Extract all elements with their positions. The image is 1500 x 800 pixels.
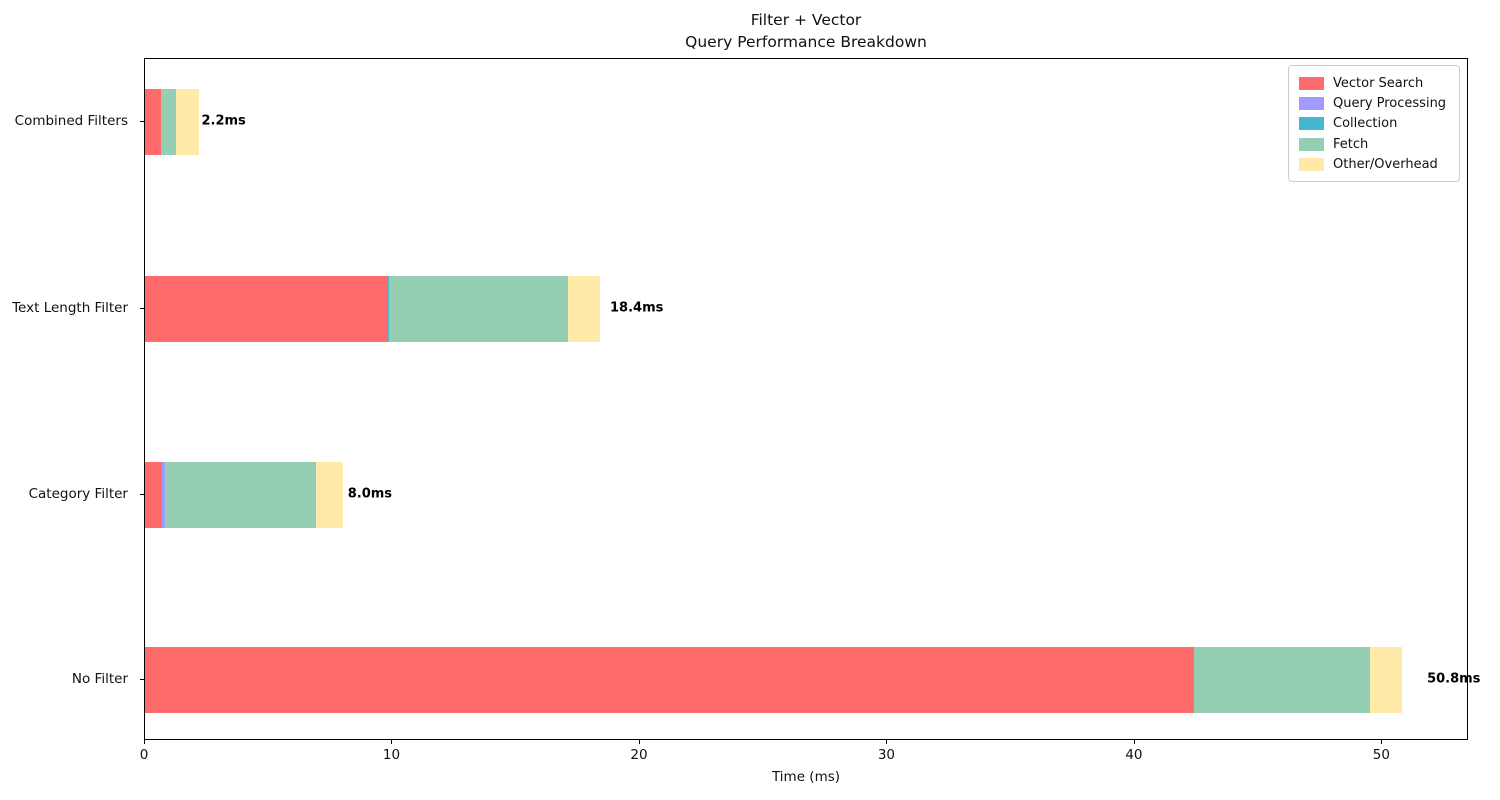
x-tick-label: 30 [877,747,896,763]
bar-total-label: 8.0ms [347,486,393,502]
bar-segment-vector-search [145,275,388,342]
bar-segment-fetch [1194,646,1370,713]
x-tick-label: 40 [1125,747,1143,763]
bar-total-label: 50.8ms [1427,671,1481,686]
legend-label: Fetch [1333,136,1369,152]
y-tick-label: Text Length Filter [12,299,128,316]
legend-item: Collection [1299,114,1449,134]
y-tick-label: Combined Filters [14,113,128,129]
bar-segment-fetch [161,89,176,155]
x-axis-label: Time (ms) [771,769,841,785]
bar-row [145,275,1467,342]
legend-item: Vector Search [1299,73,1449,93]
x-tick-label: 0 [139,747,149,763]
bar-segment-other-overhead [1370,646,1403,713]
bar-row [145,646,1467,713]
bar-segment-other-overhead [568,275,601,342]
bar-segment-vector-search [145,89,162,155]
bar-segment-vector-search [145,462,163,528]
y-tick-label: Category Filter [28,486,128,502]
bar-row [145,462,1467,528]
bar-segment-fetch [388,275,569,342]
bar-segment-fetch [164,462,316,528]
plot-area [144,58,1468,740]
y-tick-mark [140,678,144,680]
legend-swatch-icon [1299,137,1324,151]
chart-title: Filter + Vector Query Performance Breakd… [144,9,1468,53]
bar-segment-other-overhead [175,89,200,155]
legend-item: Other/Overhead [1299,155,1449,175]
legend-item: Fetch [1299,134,1449,154]
y-tick-mark [140,494,144,495]
bar-segment-other-overhead [315,462,343,528]
legend-swatch-icon [1299,97,1324,111]
bar-segment-collection [387,275,389,342]
x-tick-mark [886,740,888,744]
y-tick-mark [140,121,144,122]
bar-total-label: 2.2ms [201,113,246,129]
bar-segment-query-processing [162,462,165,528]
x-tick-label: 20 [630,747,648,763]
x-tick-mark [391,740,393,744]
x-tick-label: 50 [1372,747,1390,763]
x-tick-label: 10 [382,747,401,763]
bar-segment-vector-search [145,646,1195,713]
legend-label: Other/Overhead [1333,157,1438,173]
legend-swatch-icon [1299,158,1324,172]
chart-title-line2: Query Performance Breakdown [685,33,927,51]
legend-swatch-icon [1299,76,1324,90]
legend: Vector Search Query Processing Collection F… [1288,65,1460,182]
legend-label: Query Processing [1333,96,1447,112]
x-tick-mark [1381,740,1383,744]
legend-label: Vector Search [1333,75,1424,91]
legend-item: Query Processing [1299,93,1449,113]
x-tick-mark [638,740,640,744]
bar-row [145,89,1467,155]
y-tick-label: No Filter [71,670,128,687]
bar-total-label: 18.4ms [610,300,664,315]
chart-title-line1: Filter + Vector [750,11,862,29]
legend-swatch-icon [1299,117,1324,131]
x-tick-mark [1133,740,1135,744]
y-tick-mark [140,307,144,309]
x-tick-mark [144,740,145,744]
legend-label: Collection [1333,116,1398,132]
